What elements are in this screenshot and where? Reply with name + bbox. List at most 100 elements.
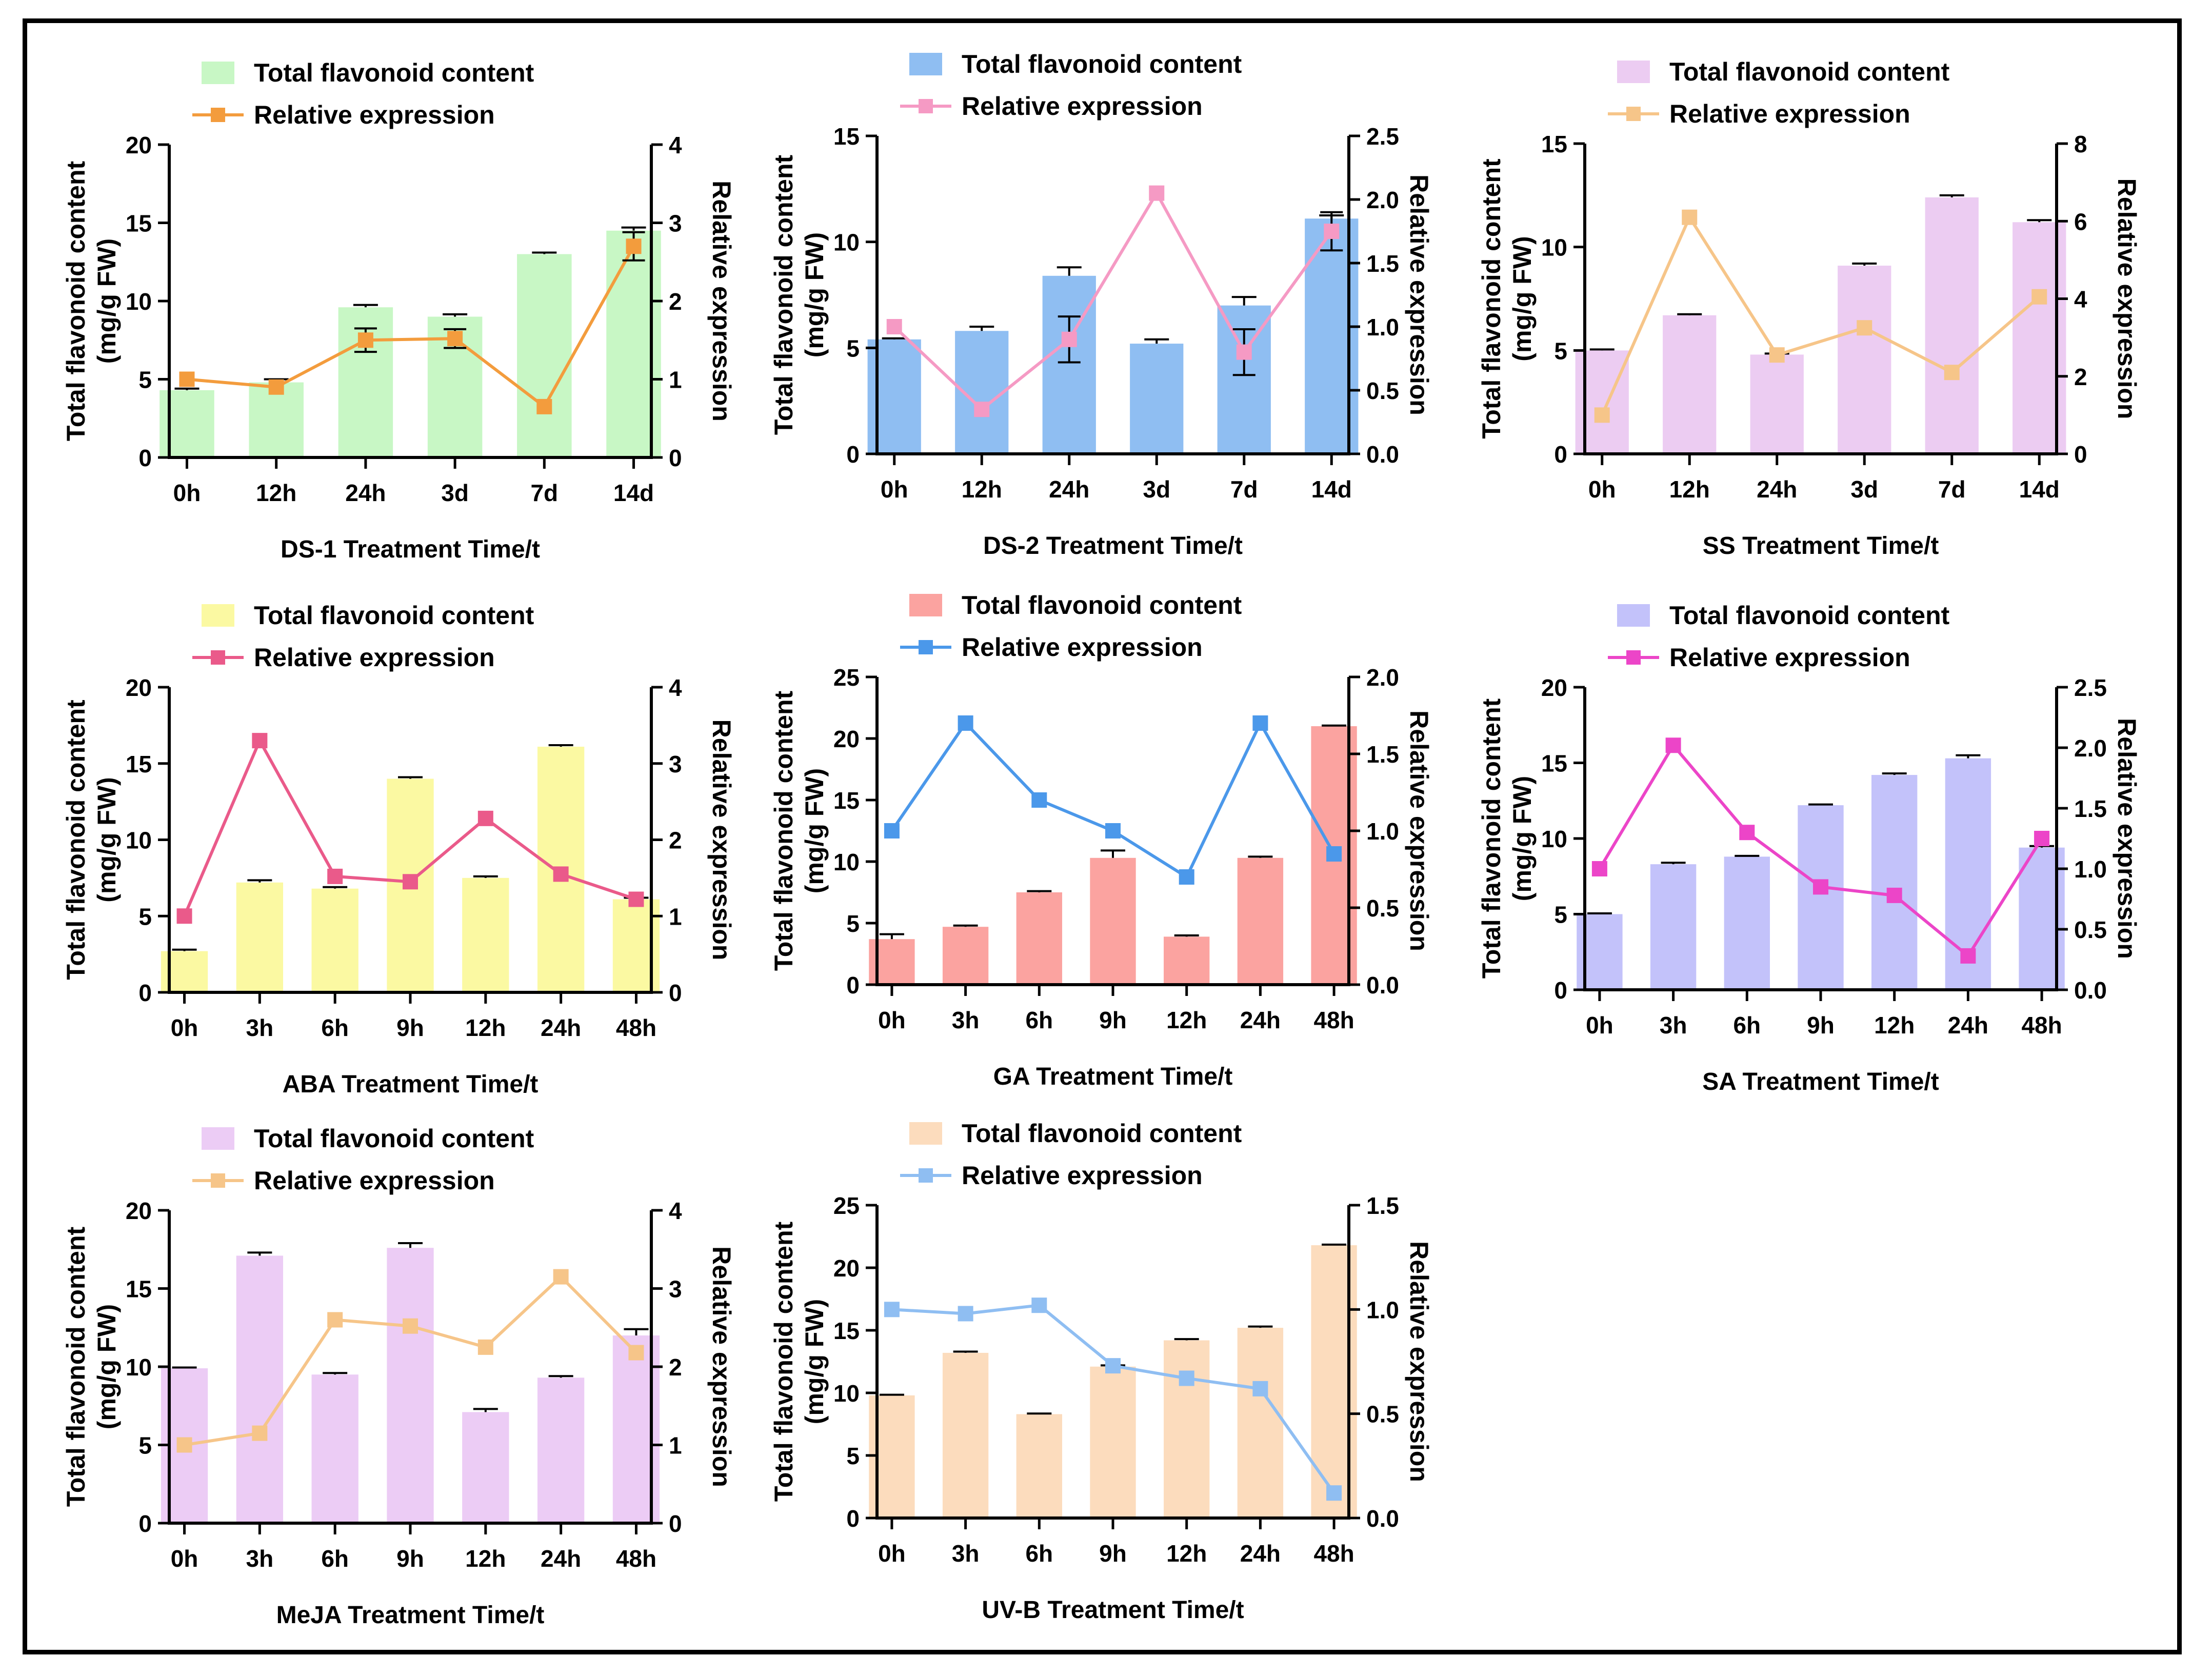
legend-line-label: Relative expression xyxy=(254,643,495,672)
bar-6h xyxy=(1724,856,1770,990)
bar-6h xyxy=(311,1374,358,1523)
y-left-tick-label: 0 xyxy=(138,980,152,1006)
bar-3h xyxy=(942,927,989,985)
y-left-title-line2: (mg/g FW) xyxy=(1508,236,1537,361)
x-tick-label: 24h xyxy=(1240,1540,1281,1567)
legend-line-marker xyxy=(211,650,225,665)
bar-9h xyxy=(387,1248,434,1523)
expression-point-0h xyxy=(179,371,195,387)
y-right-tick-label: 2.5 xyxy=(1366,123,1399,150)
legend-bar-label: Total flavonoid content xyxy=(962,591,1242,620)
expression-point-3d xyxy=(1857,320,1872,336)
x-tick-label: 48h xyxy=(1313,1540,1354,1567)
legend-line-label: Relative expression xyxy=(254,101,495,129)
y-right-tick-label: 0.5 xyxy=(1366,377,1399,404)
y-left-tick-label: 20 xyxy=(126,132,152,158)
x-axis-title: UV-B Treatment Time/t xyxy=(982,1596,1244,1624)
x-tick-label: 12h xyxy=(1874,1012,1915,1039)
chart-panel-2: Total flavonoid content Relative expressi… xyxy=(769,50,1433,560)
y-right-tick-label: 1.5 xyxy=(1366,250,1399,277)
y-right-title: Relative expression xyxy=(2113,718,2141,959)
bar-12h xyxy=(462,1412,509,1523)
y-right-tick-label: 1.5 xyxy=(1366,1192,1399,1219)
chart-panel-6: Total flavonoid content Relative expressi… xyxy=(1477,601,2141,1095)
expression-line xyxy=(893,190,1333,412)
legend-bar-label: Total flavonoid content xyxy=(1669,57,1950,86)
x-tick-label: 3h xyxy=(952,1540,980,1567)
legend-line-label: Relative expression xyxy=(1669,643,1910,672)
expression-point-12h xyxy=(974,402,990,417)
y-right-tick-label: 0.5 xyxy=(1366,1401,1399,1428)
y-left-tick-label: 15 xyxy=(1541,750,1567,777)
expression-point-7d xyxy=(1944,365,1960,381)
y-right-tick-label: 1 xyxy=(669,1432,682,1459)
expression-point-9h xyxy=(1105,823,1121,838)
expression-point-7d xyxy=(1236,344,1252,360)
y-right-tick-label: 1 xyxy=(669,903,682,930)
bar-24h xyxy=(537,1377,585,1523)
expression-point-0h xyxy=(1591,861,1607,876)
y-right-tick-label: 0.0 xyxy=(1366,441,1399,468)
expression-point-48h xyxy=(2034,831,2050,846)
y-left-title-line1: Total flavonoid content xyxy=(62,1227,90,1507)
x-tick-label: 24h xyxy=(1757,476,1797,503)
x-tick-label: 24h xyxy=(1948,1012,1988,1039)
y-right-title: Relative expression xyxy=(1405,710,1433,951)
x-tick-label: 6h xyxy=(1025,1007,1053,1033)
x-tick-label: 3h xyxy=(1660,1012,1687,1039)
expression-point-9h xyxy=(403,1318,418,1334)
x-tick-label: 6h xyxy=(321,1545,349,1572)
y-left-tick-label: 5 xyxy=(846,1443,860,1469)
y-left-tick-label: 15 xyxy=(126,210,152,237)
expression-point-12h xyxy=(1886,887,1902,903)
y-left-title-line1: Total flavonoid content xyxy=(769,1222,798,1502)
y-right-tick-label: 2 xyxy=(669,288,682,315)
y-left-tick-label: 0 xyxy=(1554,441,1567,468)
expression-point-12h xyxy=(268,379,284,395)
x-tick-label: 9h xyxy=(396,1545,424,1572)
chart-panel-7: Total flavonoid content Relative expressi… xyxy=(62,1124,736,1629)
y-left-tick-label: 15 xyxy=(126,751,152,777)
y-right-tick-label: 2.0 xyxy=(1366,187,1399,213)
y-left-title-line2: (mg/g FW) xyxy=(800,232,829,357)
y-right-tick-label: 3 xyxy=(669,210,682,237)
expression-point-12h xyxy=(1682,209,1698,225)
y-right-tick-label: 1.5 xyxy=(1366,741,1399,768)
x-axis-title: SA Treatment Time/t xyxy=(1702,1068,1939,1095)
x-tick-label: 7d xyxy=(1230,476,1258,503)
y-left-title-line2: (mg/g FW) xyxy=(92,238,121,364)
legend-line-label: Relative expression xyxy=(962,1161,1203,1190)
x-axis-title: ABA Treatment Time/t xyxy=(283,1071,539,1098)
x-tick-label: 6h xyxy=(1025,1540,1053,1567)
y-left-tick-label: 15 xyxy=(126,1276,152,1303)
y-left-tick-label: 5 xyxy=(846,335,860,362)
legend-line-label: Relative expression xyxy=(1669,99,1910,128)
x-tick-label: 48h xyxy=(2021,1012,2062,1039)
y-right-tick-label: 0 xyxy=(669,980,682,1006)
y-left-tick-label: 0 xyxy=(846,972,860,999)
y-left-tick-label: 25 xyxy=(833,1192,860,1219)
y-right-tick-label: 1.0 xyxy=(1366,818,1399,845)
bar-3d xyxy=(1130,344,1184,454)
expression-point-12h xyxy=(477,1339,493,1355)
bar-3h xyxy=(942,1352,989,1518)
y-left-tick-label: 10 xyxy=(1541,234,1567,261)
y-right-title: Relative expression xyxy=(2113,178,2141,420)
x-axis-title: DS-1 Treatment Time/t xyxy=(281,536,540,563)
expression-point-24h xyxy=(1061,331,1077,347)
legend-line-label: Relative expression xyxy=(962,633,1203,662)
y-right-tick-label: 2.0 xyxy=(2074,735,2107,762)
y-right-tick-label: 0 xyxy=(669,1510,682,1537)
y-left-tick-label: 10 xyxy=(833,1380,860,1407)
y-left-title-line2: (mg/g FW) xyxy=(92,1304,121,1429)
bar-12h xyxy=(249,382,304,457)
y-right-tick-label: 2 xyxy=(669,1354,682,1381)
y-left-tick-label: 20 xyxy=(1541,674,1567,701)
y-left-tick-label: 10 xyxy=(126,1354,152,1381)
y-left-tick-label: 5 xyxy=(138,903,152,930)
y-left-tick-label: 25 xyxy=(833,664,860,691)
expression-point-24h xyxy=(1252,715,1268,731)
y-left-title-line2: (mg/g FW) xyxy=(92,777,121,902)
y-left-tick-label: 5 xyxy=(1554,337,1567,364)
